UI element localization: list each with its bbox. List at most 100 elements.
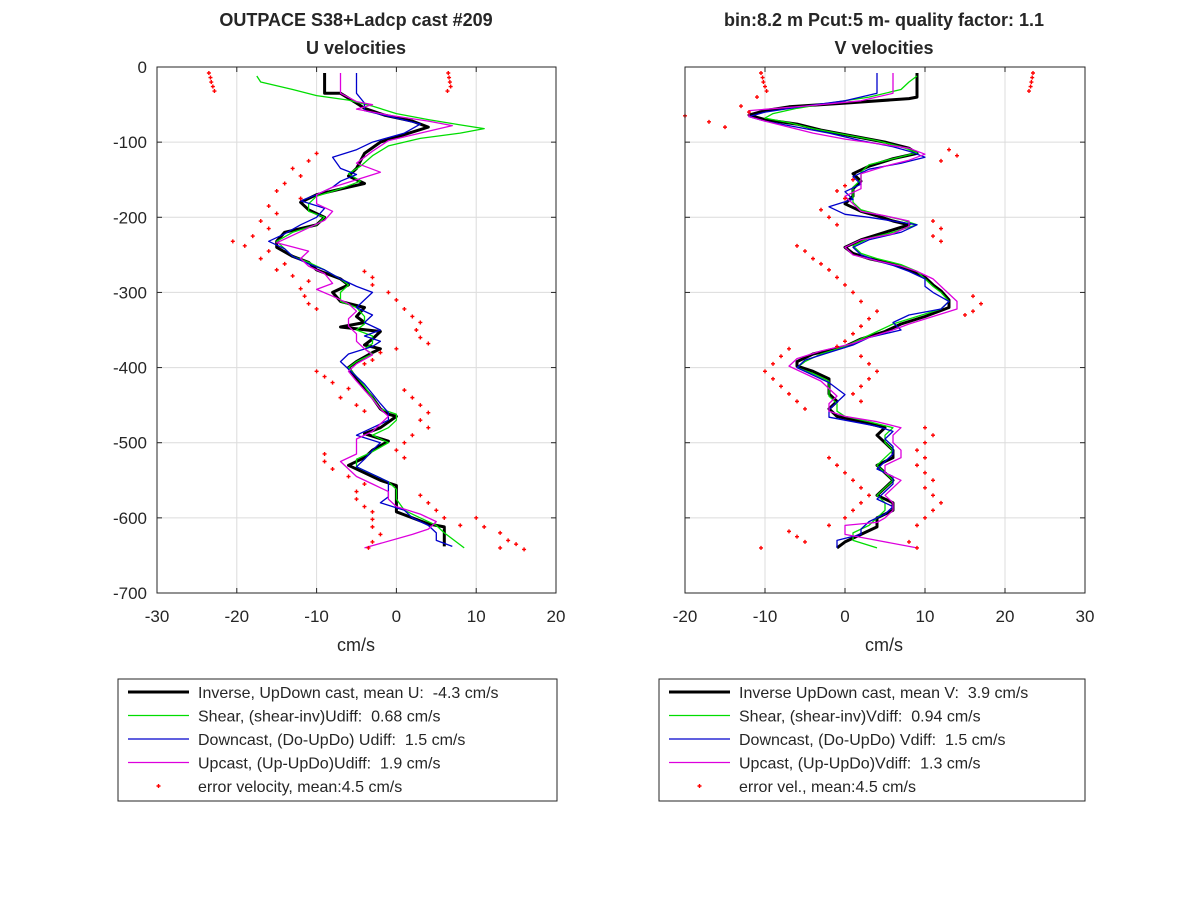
u-error-point	[306, 158, 311, 163]
u-x-tick-label: -20	[225, 607, 250, 626]
u-error-point	[378, 350, 383, 355]
u-plot-title-line1: OUTPACE S38+Ladcp cast #209	[219, 10, 492, 30]
v-error-point	[779, 384, 783, 389]
v-error-point	[955, 153, 959, 158]
u-error-point	[474, 515, 479, 520]
u-error-point	[346, 386, 351, 391]
v-upcast-line	[748, 73, 958, 549]
v-legend-label: error vel., mean:4.5 cm/s	[739, 779, 916, 796]
v-error-point	[939, 158, 943, 163]
u-error-point	[250, 234, 255, 239]
v-legend-swatch-error	[697, 784, 702, 788]
u-error-point	[290, 273, 295, 278]
v-error-point	[787, 391, 791, 396]
u-y-tick-label: -700	[113, 584, 147, 603]
v-error-point	[859, 354, 863, 359]
u-error-point	[242, 243, 247, 248]
u-velocity-panel: OUTPACE S38+Ladcp cast #209 U velocities…	[113, 10, 566, 802]
v-error-point	[971, 294, 975, 299]
u-error-point	[426, 341, 431, 346]
u-shear-line	[256, 75, 485, 549]
v-error-point	[1028, 84, 1033, 89]
v-error-point	[915, 463, 919, 468]
u-error-point	[426, 500, 431, 505]
v-error-point	[867, 376, 871, 381]
v-error-point	[787, 529, 791, 534]
v-error-point	[827, 523, 831, 528]
u-error-point	[498, 530, 503, 535]
v-error-point	[859, 485, 863, 490]
v-error-point	[835, 188, 839, 193]
u-error-point	[418, 403, 423, 408]
u-legend-label: Shear, (shear-inv)Udiff: 0.68 cm/s	[198, 709, 440, 726]
u-error-point	[434, 508, 439, 513]
v-error-point	[867, 493, 871, 498]
v-error-point	[843, 515, 847, 520]
v-error-point	[971, 309, 975, 314]
v-error-point	[747, 110, 751, 115]
v-error-point	[819, 207, 823, 212]
u-error-point	[418, 418, 423, 423]
v-error-point	[795, 399, 799, 404]
u-series-group	[256, 73, 485, 549]
u-legend-swatch-error	[156, 784, 161, 788]
v-error-point	[923, 440, 927, 445]
v-axes-frame	[684, 66, 1086, 594]
v-error-point	[939, 226, 943, 231]
v-error-point	[923, 485, 927, 490]
v-error-point	[803, 539, 807, 544]
u-error-point	[446, 71, 451, 76]
u-error-point	[306, 279, 311, 284]
v-error-point	[723, 125, 727, 130]
u-error-point	[314, 151, 319, 156]
u-error-point	[394, 297, 399, 302]
v-error-point	[923, 515, 927, 520]
u-y-tick-label: -100	[113, 133, 147, 152]
u-error-point	[514, 542, 519, 547]
v-error-point	[859, 384, 863, 389]
v-error-point	[907, 539, 911, 544]
u-error-point	[206, 71, 211, 76]
u-error-point	[266, 204, 271, 209]
u-legend: Inverse, UpDown cast, mean U: -4.3 cm/s S…	[117, 678, 558, 802]
u-error-point	[362, 409, 367, 414]
v-error-point	[779, 354, 783, 359]
u-error-point	[402, 306, 407, 311]
u-error-point	[338, 395, 343, 400]
u-error-point	[346, 474, 351, 479]
u-error-point	[362, 269, 367, 274]
u-downcast-line	[268, 73, 453, 548]
u-error-point	[306, 301, 311, 306]
v-shear-line	[764, 75, 950, 549]
u-error-point	[210, 84, 215, 89]
v-error-point	[739, 104, 743, 109]
v-legend-box	[658, 678, 1086, 802]
u-legend-label: Upcast, (Up-UpDo)Udiff: 1.9 cm/s	[198, 756, 440, 773]
u-error-point	[410, 395, 415, 400]
u-error-point	[448, 84, 453, 89]
u-error-point	[402, 455, 407, 460]
v-error-point	[979, 301, 983, 306]
v-error-point	[931, 478, 935, 483]
v-error-point	[759, 545, 763, 550]
v-error-point	[707, 119, 711, 124]
u-error-point	[482, 524, 487, 529]
v-error-point	[875, 309, 879, 314]
u-x-tick-label: 20	[547, 607, 566, 626]
u-upcast-line	[276, 73, 453, 549]
u-x-tick-label: -10	[304, 607, 329, 626]
v-downcast-line	[748, 73, 950, 548]
u-x-tick-label: 10	[467, 607, 486, 626]
v-error-point	[759, 71, 763, 76]
u-error-point	[410, 314, 415, 319]
u-error-point	[447, 80, 452, 85]
u-error-point	[274, 188, 279, 193]
v-error-point	[859, 399, 863, 404]
u-error-point	[266, 226, 271, 231]
u-error-point	[314, 306, 319, 311]
v-error-point	[843, 470, 847, 475]
v-legend-label: Upcast, (Up-UpDo)Vdiff: 1.3 cm/s	[739, 756, 981, 773]
u-error-point	[370, 539, 375, 544]
v-error-points	[683, 71, 1035, 550]
u-error-point	[258, 219, 263, 224]
